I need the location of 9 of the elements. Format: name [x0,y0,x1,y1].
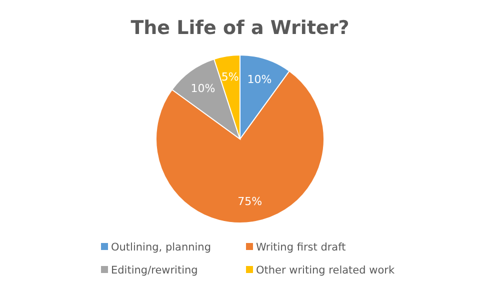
data-label: 75% [238,195,262,208]
data-label: 10% [190,82,216,95]
legend-label: Writing first draft [256,242,346,254]
legend-label: Editing/rewriting [111,264,198,277]
legend-label: Outlining, planning [111,242,212,254]
data-label: 5% [221,70,239,84]
legend-label: Other writing related work [256,264,396,277]
chart-title: The Life of a Writer? [130,17,350,39]
data-label: 10% [247,72,272,86]
